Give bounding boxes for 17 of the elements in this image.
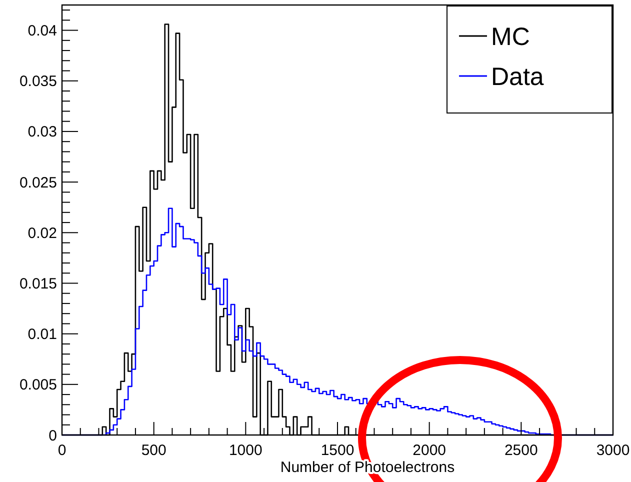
y-tick-label: 0.02 [28, 224, 57, 242]
x-tick-label: 1000 [228, 442, 262, 459]
x-tick-label: 3000 [596, 442, 630, 459]
x-tick-label: 2500 [504, 442, 538, 459]
legend-label: Data [491, 62, 544, 91]
y-tick-label: 0 [48, 427, 57, 444]
y-tick-label: 0.04 [28, 22, 57, 40]
y-tick-label: 0.005 [19, 376, 57, 394]
y-tick-label: 0.025 [19, 174, 57, 192]
y-tick-label: 0.035 [19, 73, 57, 90]
x-tick-label: 2000 [412, 442, 446, 459]
y-tick-label: 0.015 [19, 275, 57, 292]
x-tick-label: 500 [141, 442, 166, 459]
y-tick-label: 0.03 [28, 124, 57, 141]
x-tick-label: 1500 [320, 442, 354, 459]
y-tick-label: 0.01 [28, 326, 57, 344]
legend-label: MC [491, 22, 530, 51]
